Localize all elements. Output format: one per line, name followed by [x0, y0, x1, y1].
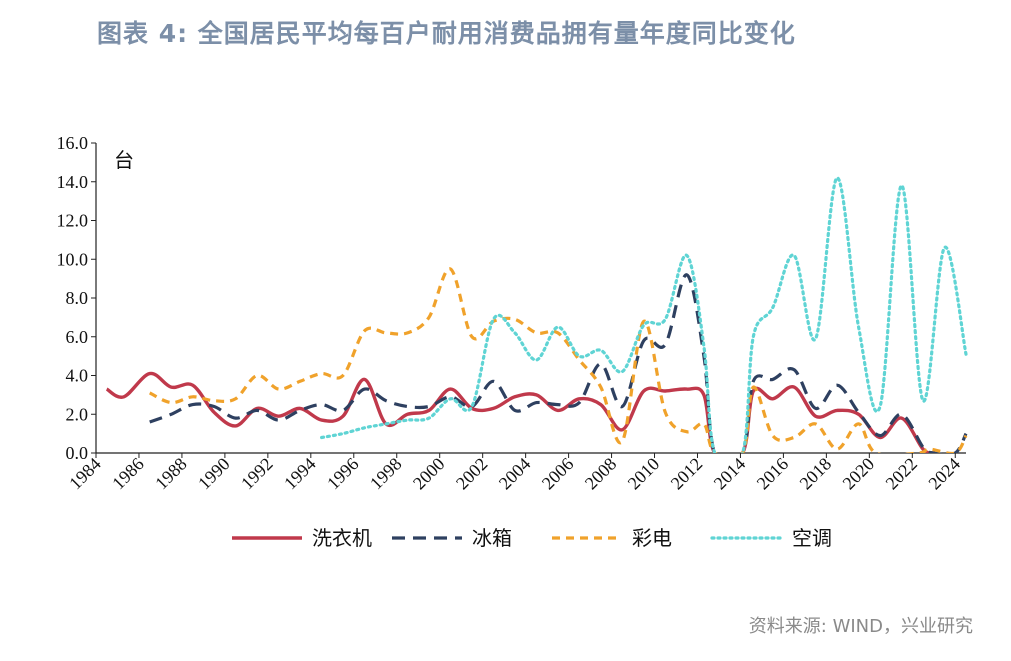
x-tick-label: 1992 [237, 454, 277, 494]
y-tick-label: 6.0 [66, 327, 89, 347]
x-tick-label: 2008 [581, 454, 621, 494]
chart-series [105, 176, 968, 453]
chart-legend: 洗衣机 冰箱 彩电 空调 [232, 526, 832, 550]
x-tick-label: 2010 [624, 454, 664, 494]
series-line-3 [148, 267, 968, 453]
x-tick-label: 2016 [753, 454, 793, 494]
x-tick-label: 1990 [194, 454, 234, 494]
y-tick-label: 2.0 [66, 404, 89, 424]
y-tick-label: 14.0 [57, 172, 89, 192]
y-tick-label: 4.0 [66, 366, 89, 386]
y-tick-label: 12.0 [57, 211, 89, 231]
x-tick-label: 1986 [108, 454, 148, 494]
series-line-2 [149, 273, 968, 453]
x-tick-label: 2006 [538, 454, 578, 494]
y-tick-label: 16.0 [57, 133, 89, 153]
x-tick-label: 2012 [667, 454, 707, 494]
y-tick-label: 8.0 [66, 288, 89, 308]
legend-label-4: 空调 [792, 526, 832, 550]
x-tick-label: 2022 [882, 454, 922, 494]
x-tick-label: 2018 [796, 454, 836, 494]
x-tick-label: 1994 [280, 454, 320, 494]
y-tick-label: 10.0 [57, 249, 89, 269]
x-tick-label: 2014 [710, 454, 750, 494]
x-tick-label: 2024 [924, 454, 964, 494]
x-tick-label: 2020 [839, 454, 879, 494]
y-unit-label: 台 [114, 148, 134, 172]
x-tick-label: 1988 [151, 454, 191, 494]
x-tick-label: 2000 [409, 454, 449, 494]
source-note: 资料来源: WIND，兴业研究 [748, 616, 973, 637]
y-tick-label: 0.0 [66, 443, 89, 463]
x-tick-label: 2002 [452, 454, 492, 494]
legend-label-2: 冰箱 [472, 526, 512, 550]
x-tick-label: 1998 [366, 454, 406, 494]
page-title: 图表 4: 全国居民平均每百户耐用消费品拥有量年度同比变化 [97, 19, 796, 48]
x-tick-label: 2004 [495, 454, 535, 494]
x-tick-label: 1996 [323, 454, 363, 494]
legend-label-1: 洗衣机 [312, 526, 372, 550]
series-line-4 [320, 176, 968, 453]
legend-label-3: 彩电 [632, 526, 672, 550]
